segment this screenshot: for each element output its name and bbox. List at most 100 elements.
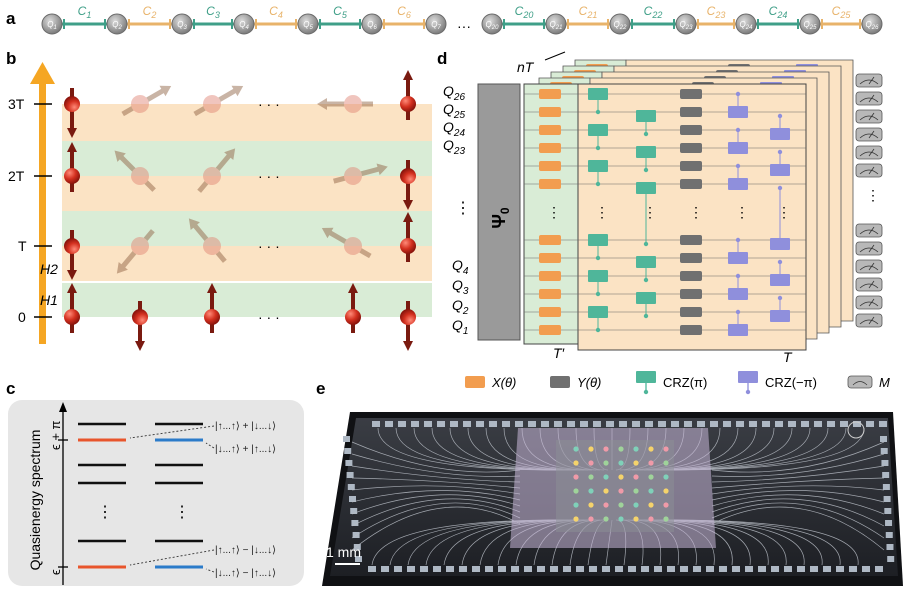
y-gate — [680, 253, 702, 263]
panel-d-label: d — [437, 49, 447, 68]
crz-mpi-gate — [770, 238, 790, 250]
spin-0-0 — [64, 283, 80, 333]
tick-2T: 2T — [8, 168, 25, 184]
gate-legend: X(θ) Y(θ) CRZ(π) CRZ(−π) M — [465, 371, 890, 395]
y-gate — [680, 325, 702, 335]
crz-mpi-gate — [728, 142, 748, 154]
legend-crz-mpi-swatch — [738, 371, 758, 383]
qubit-q22-label: Q22 — [614, 20, 628, 31]
svg-text:⋮: ⋮ — [866, 187, 880, 203]
qubit-q6-label: Q6 — [367, 20, 377, 31]
qubit-q21-label: Q21 — [550, 20, 563, 31]
qubit-q7 — [425, 13, 447, 35]
y-gate — [680, 125, 702, 135]
measure-meter — [855, 241, 883, 256]
spin-3-2 — [193, 85, 244, 117]
x-gate — [539, 289, 561, 299]
spin-2-2 — [197, 148, 236, 193]
state-1: |↑...↑⟩ + |↓...↓⟩ — [215, 421, 276, 432]
qubit-q2-label: Q2 — [112, 20, 122, 31]
state-arrows — [129, 425, 215, 573]
svg-text:⋮: ⋮ — [643, 204, 657, 220]
crz-pi-gate — [636, 146, 656, 158]
spin-1-4 — [400, 212, 416, 262]
label-T: T — [783, 349, 793, 365]
spin-1-2 — [188, 218, 227, 263]
crz-pi-gate — [636, 256, 656, 268]
qubit-q3-label: Q3 — [177, 20, 187, 31]
spin-0-3 — [345, 283, 361, 333]
legend-y-swatch — [550, 376, 570, 388]
coupler-c24-label: C24 — [769, 4, 788, 20]
qubit-q26-label: Q26 — [866, 20, 880, 31]
spin-2-0 — [64, 142, 80, 192]
x-gate — [539, 325, 561, 335]
circuit-label-q3: Q3 — [452, 277, 469, 297]
state-4: |↓...↑⟩ − |↑...↓⟩ — [215, 568, 276, 579]
coupler-c6-label: C6 — [397, 4, 411, 20]
circuit-front-layer: Ψ0 ⋮ ⋮ ⋮ ⋮ ⋮ ⋮ ⋮ — [477, 73, 883, 351]
crz-pi-gate — [636, 182, 656, 194]
legend-crz-mpi-label: CRZ(−π) — [765, 375, 817, 390]
crz-mpi-gate — [770, 128, 790, 140]
legend-y-label: Y(θ) — [577, 375, 601, 390]
floquet-bands — [62, 104, 432, 317]
qubit-q21 — [545, 13, 567, 35]
crz-pi-gate — [588, 124, 608, 136]
coupler-c25-label: C25 — [832, 4, 852, 20]
spin-3-1 — [121, 85, 172, 117]
measure-meter — [855, 145, 883, 160]
coupler-c22-label: C22 — [644, 4, 663, 20]
measure-meter — [855, 109, 883, 124]
panel-b-label: b — [6, 49, 16, 68]
qubit-q24-label: Q24 — [740, 20, 754, 31]
measure-meter — [855, 127, 883, 142]
hamiltonian-H2: H2 — [40, 261, 58, 277]
svg-text:⋮: ⋮ — [735, 204, 749, 220]
qubit-q20-label: Q20 — [486, 20, 500, 31]
qubit-q5 — [297, 13, 319, 35]
measure-meter — [855, 277, 883, 292]
measure-meter — [855, 223, 883, 238]
measure-meter — [855, 163, 883, 178]
front-t-panel — [577, 83, 807, 351]
legend-x-label: X(θ) — [491, 375, 516, 390]
tick-T: T — [18, 238, 27, 254]
vdots-right: ⋮ — [174, 504, 190, 521]
legend-m-swatch — [847, 375, 873, 389]
spin-0-1 — [132, 301, 148, 351]
svg-text:⋮: ⋮ — [777, 204, 791, 220]
scale-bar-label: 1 mm — [326, 544, 361, 560]
spin-2-4 — [400, 160, 416, 210]
logo-mark — [847, 421, 865, 439]
x-gate — [539, 253, 561, 263]
x-gate — [539, 125, 561, 135]
qubit-q4-label: Q4 — [239, 20, 249, 31]
ellipsis-row-2T: · · · — [258, 168, 280, 184]
y-gate — [680, 271, 702, 281]
crz-pi-gate — [636, 110, 656, 122]
svg-text:⋮: ⋮ — [689, 204, 703, 220]
qubit-q25 — [799, 13, 821, 35]
qubit-q7-label: Q7 — [431, 20, 441, 31]
crz-mpi-gate — [770, 164, 790, 176]
state-2: |↓...↑⟩ + |↑...↓⟩ — [215, 444, 276, 455]
measure-meter — [855, 295, 883, 310]
coupler-c20-label: C20 — [515, 4, 534, 20]
circuit-label-q4: Q4 — [452, 257, 469, 277]
ellipsis-row-0: · · · — [258, 309, 280, 325]
state-3: |↑...↑⟩ − |↓...↓⟩ — [215, 545, 276, 556]
qubit-q3 — [171, 13, 193, 35]
level-eps: ϵ — [48, 569, 63, 575]
panel-e-label: e — [316, 379, 325, 398]
vdots-left: ⋮ — [97, 504, 113, 521]
qubit-q20 — [481, 13, 503, 35]
qubit-q2 — [106, 13, 128, 35]
y-gate — [680, 89, 702, 99]
x-gate — [539, 143, 561, 153]
label-T-prime: T′ — [553, 345, 566, 361]
x-gate — [539, 307, 561, 317]
energy-levels — [78, 422, 203, 569]
qubit-q23-label: Q23 — [680, 20, 694, 31]
